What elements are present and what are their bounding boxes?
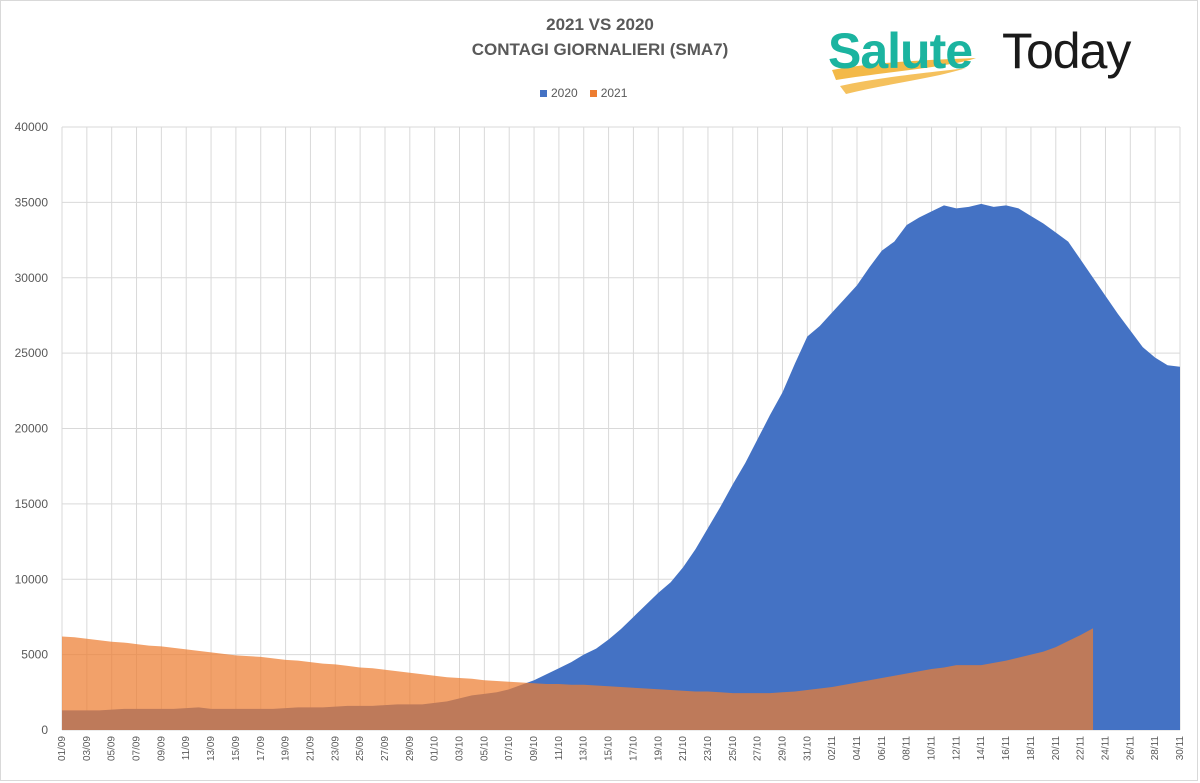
- legend-swatch-2021: [589, 89, 597, 97]
- x-tick-label: 13/09: [206, 736, 217, 761]
- x-tick-label: 25/10: [728, 736, 739, 761]
- x-tick-label: 14/11: [976, 736, 987, 761]
- x-tick-label: 16/11: [1001, 736, 1012, 761]
- x-tick-label: 19/10: [653, 736, 664, 761]
- logo-text-salute: Salute: [828, 23, 973, 79]
- x-tick-label: 03/10: [455, 736, 466, 761]
- x-tick-label: 24/11: [1100, 736, 1111, 761]
- x-tick-label: 07/10: [504, 736, 515, 761]
- x-tick-label: 09/10: [529, 736, 540, 761]
- x-tick-label: 23/10: [703, 736, 714, 761]
- x-tick-label: 04/11: [852, 736, 863, 761]
- salute-today-logo: Salute Today: [826, 18, 1166, 98]
- y-tick-label: 10000: [15, 572, 49, 586]
- x-tick-label: 28/11: [1150, 736, 1161, 761]
- x-tick-label: 15/10: [604, 736, 615, 761]
- y-tick-label: 15000: [15, 497, 49, 511]
- x-tick-label: 23/09: [330, 736, 341, 761]
- x-tick-label: 27/10: [753, 736, 764, 761]
- y-tick-label: 5000: [21, 648, 48, 662]
- x-tick-label: 21/09: [305, 736, 316, 761]
- x-tick-label: 03/09: [82, 736, 93, 761]
- chart-title: 2021 VS 2020 CONTAGI GIORNALIERI (SMA7): [400, 12, 800, 62]
- x-tick-label: 15/09: [231, 736, 242, 761]
- legend-label-2021: 2021: [600, 86, 628, 100]
- series-areas: [62, 203, 1180, 730]
- x-axis-ticks: 01/09 03/09 05/09 07/09 09/09 11/09 13/09 15/09…: [57, 736, 1186, 761]
- logo-text-today: Today: [1002, 23, 1131, 79]
- x-tick-label: 29/10: [777, 736, 788, 761]
- x-tick-label: 07/09: [132, 736, 143, 761]
- x-tick-label: 10/11: [927, 736, 938, 761]
- x-tick-label: 21/10: [678, 736, 689, 761]
- y-tick-label: 35000: [15, 195, 49, 209]
- x-tick-label: 11/10: [554, 736, 565, 761]
- x-tick-label: 31/10: [802, 736, 813, 761]
- x-tick-label: 25/09: [355, 736, 366, 761]
- y-tick-label: 0: [41, 723, 48, 737]
- x-tick-label: 01/09: [57, 736, 68, 761]
- x-tick-label: 22/11: [1076, 736, 1087, 761]
- x-tick-label: 06/11: [877, 736, 888, 761]
- legend-item-2021: 2021: [589, 86, 628, 100]
- x-tick-label: 05/09: [107, 736, 118, 761]
- y-tick-label: 20000: [15, 422, 49, 436]
- logo-brush-stroke: [832, 58, 976, 94]
- x-tick-label: 27/09: [380, 736, 391, 761]
- x-tick-label: 12/11: [951, 736, 962, 761]
- series-area-2021: [62, 628, 1094, 730]
- x-tick-label: 02/11: [827, 736, 838, 761]
- chart-legend: 2020 2021: [540, 86, 627, 100]
- x-tick-label: 13/10: [579, 736, 590, 761]
- x-tick-label: 05/10: [479, 736, 490, 761]
- x-tick-label: 11/09: [181, 736, 192, 761]
- y-tick-label: 30000: [15, 271, 49, 285]
- y-tick-label: 40000: [15, 120, 49, 134]
- legend-item-2020: 2020: [540, 86, 578, 100]
- x-tick-label: 17/10: [628, 736, 639, 761]
- x-tick-label: 08/11: [902, 736, 913, 761]
- x-tick-label: 20/11: [1051, 736, 1062, 761]
- x-tick-label: 19/09: [281, 736, 292, 761]
- x-tick-label: 01/10: [430, 736, 441, 761]
- x-tick-label: 17/09: [256, 736, 267, 761]
- x-tick-label: 29/09: [405, 736, 416, 761]
- legend-label-2020: 2020: [551, 86, 578, 100]
- x-tick-label: 30/11: [1175, 736, 1186, 761]
- series-area-2020: [62, 203, 1180, 730]
- y-tick-label: 25000: [15, 346, 49, 360]
- chart-title-line-1: 2021 VS 2020: [546, 15, 654, 34]
- chart-title-line-2: CONTAGI GIORNALIERI (SMA7): [471, 40, 729, 59]
- x-tick-label: 09/09: [156, 736, 167, 761]
- x-tick-label: 18/11: [1026, 736, 1037, 761]
- y-axis-ticks: 0 5000 10000 15000 20000 25000 30000 35000 40000: [15, 120, 49, 737]
- legend-swatch-2020: [540, 89, 547, 97]
- x-tick-label: 26/11: [1125, 736, 1136, 761]
